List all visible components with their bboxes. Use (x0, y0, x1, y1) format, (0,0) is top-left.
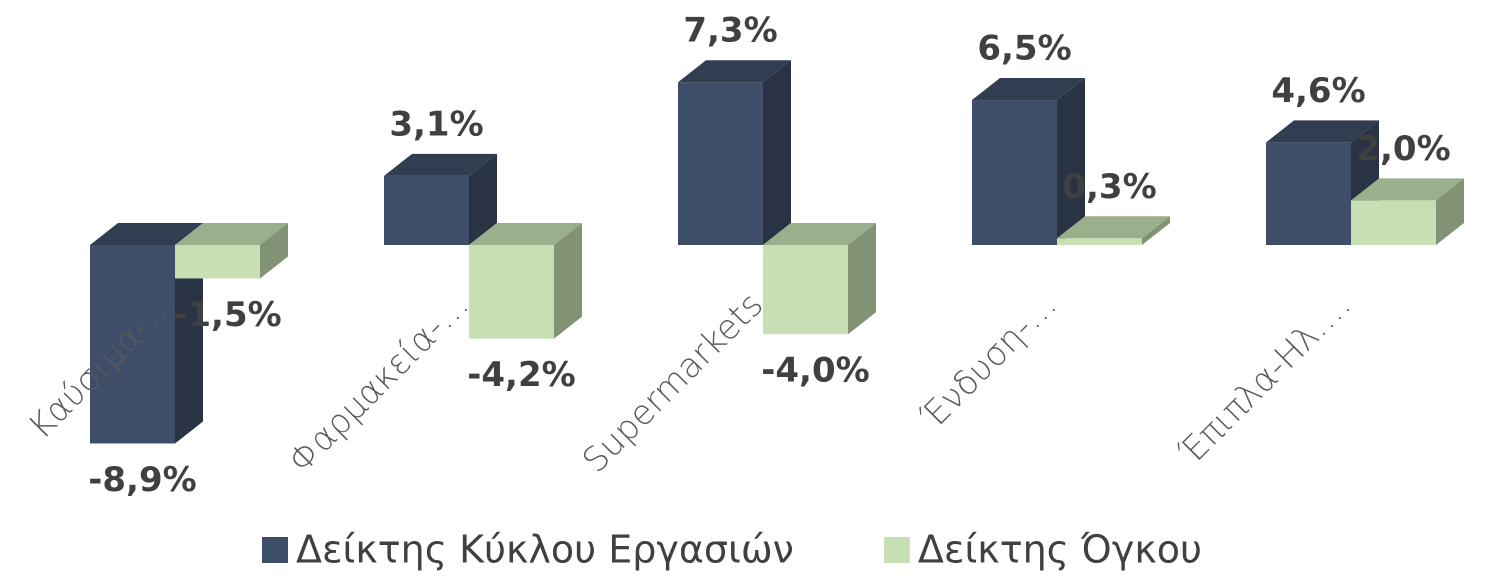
bar-front (972, 100, 1057, 245)
bar-top (90, 223, 203, 245)
bar-top (175, 223, 288, 245)
bar-side (1436, 178, 1464, 245)
bar-front (1266, 142, 1351, 245)
bar-top (1057, 216, 1170, 239)
bar-top (1266, 120, 1379, 143)
bar (763, 223, 876, 335)
x-tick-label: Έπιπλα-Ηλ.… (1171, 285, 1359, 473)
bar (972, 78, 1085, 245)
value-label: 2,0% (1356, 129, 1450, 169)
bar-side (260, 223, 288, 279)
value-label: 6,5% (977, 29, 1071, 69)
x-tick-label: Φαρμακεία-… (281, 285, 477, 481)
bar (384, 153, 497, 245)
bar-side (848, 223, 876, 335)
legend-label: Δείκτης Κύκλου Εργασιών (296, 528, 794, 572)
bar-front (384, 175, 469, 245)
bar-side (469, 153, 497, 245)
bar-top (678, 60, 791, 83)
bar (1351, 178, 1464, 245)
bar-side (1057, 78, 1085, 245)
bar-front (763, 245, 848, 335)
value-label: 4,6% (1271, 71, 1365, 111)
bar-top (469, 223, 582, 245)
value-label: -8,9% (88, 460, 196, 500)
x-tick-label: Supermarkets (575, 285, 771, 481)
bar-side (1142, 216, 1170, 245)
bar-side (554, 223, 582, 339)
bar-side (763, 60, 791, 246)
value-label: -4,0% (761, 351, 869, 391)
legend-swatch (262, 537, 288, 563)
value-label: -4,2% (467, 355, 575, 395)
value-label: 7,3% (683, 11, 777, 51)
bar-front (1057, 238, 1142, 245)
bar (175, 223, 288, 279)
bar-top (763, 223, 876, 245)
bar-front (678, 82, 763, 246)
bar-front (469, 245, 554, 339)
legend-label: Δείκτης Όγκου (918, 528, 1202, 572)
value-label: 3,1% (389, 104, 483, 144)
bar-front (175, 245, 260, 279)
bar-top (972, 78, 1085, 101)
legend-swatch (883, 537, 910, 563)
bar-front (90, 245, 175, 444)
value-label: 0,3% (1062, 167, 1156, 207)
bar (1057, 216, 1170, 245)
bar (678, 60, 791, 246)
bar-top (1351, 178, 1464, 201)
value-label: -1,5% (173, 295, 281, 335)
bar-top (384, 153, 497, 176)
bar (469, 223, 582, 339)
bar-front (1351, 200, 1436, 245)
x-tick-label: Ένδυση-… (913, 285, 1065, 437)
